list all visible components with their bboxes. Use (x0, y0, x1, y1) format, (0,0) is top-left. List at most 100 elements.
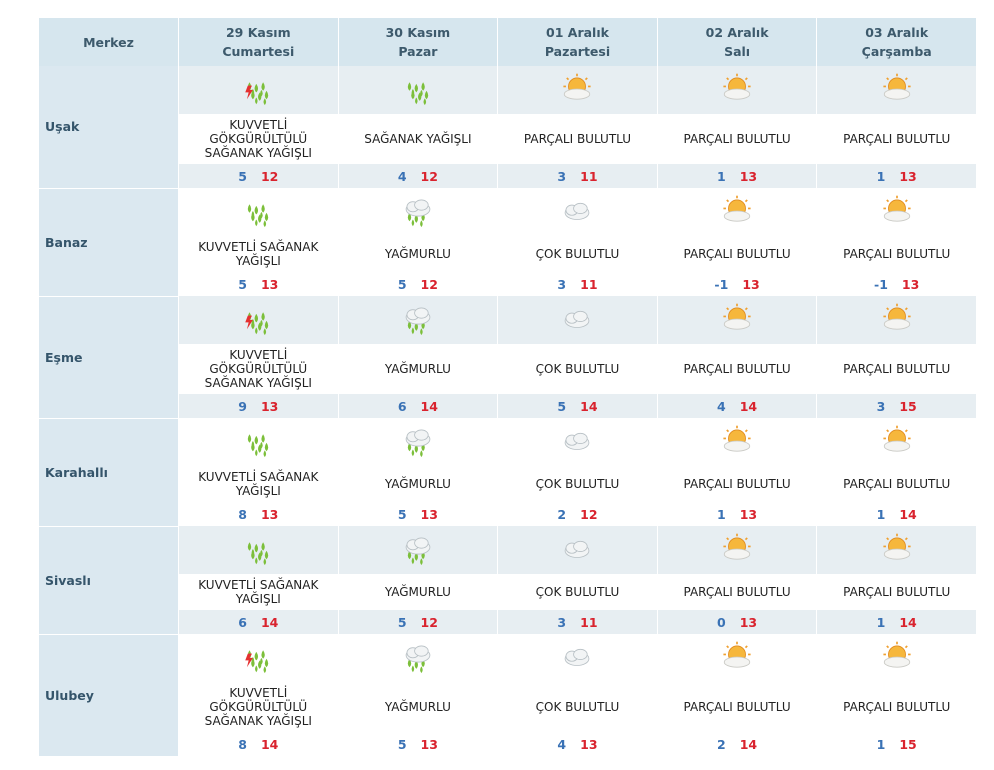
temp-cell: 1 15 (816, 732, 977, 756)
max-temp: 12 (580, 506, 598, 522)
icon-cell (337, 526, 499, 574)
icon-cell (178, 634, 339, 682)
max-temp: 14 (899, 614, 917, 630)
max-temp: 13 (260, 506, 279, 522)
temp-cell: 4 14 (656, 394, 818, 418)
min-temp: 1 (717, 506, 726, 522)
condition-cell: PARÇALI BULUTLU (497, 114, 658, 164)
condition: PARÇALI BULUTLU (843, 477, 951, 491)
condition: ÇOK BULUTLU (535, 585, 620, 599)
max-temp: 12 (260, 168, 279, 184)
weather-icon (723, 303, 751, 330)
temp-cell: 1 13 (816, 164, 977, 188)
weather-icon (560, 640, 594, 674)
day-weekday: Çarşamba (861, 44, 932, 59)
condition: SAĞANAK YAĞIŞLI (364, 132, 472, 146)
condition-row: KUVVETLİ GÖKGÜRÜLTÜLÜ SAĞANAK YAĞIŞLI YAĞ… (39, 344, 977, 394)
icon-cell (656, 634, 818, 682)
temp-cell: 5 13 (178, 272, 339, 296)
weather-icon (401, 302, 435, 336)
min-temp: -1 (714, 276, 729, 292)
temp-cell: 5 12 (178, 164, 339, 188)
max-temp: 14 (580, 398, 598, 414)
condition-row: KUVVETLİ GÖKGÜRÜLTÜLÜ SAĞANAK YAĞIŞLI YAĞ… (39, 682, 977, 732)
city-name: Banaz (38, 188, 179, 297)
icon-cell (497, 634, 658, 682)
min-temp: 5 (238, 168, 247, 184)
condition-cell: YAĞMURLU (337, 466, 499, 502)
temp-row: 9 13 6 14 5 14 4 14 3 15 (39, 394, 977, 418)
icon-cell (816, 296, 977, 344)
icon-cell (816, 66, 977, 114)
min-temp: 1 (876, 614, 886, 630)
icon-cell (178, 188, 339, 236)
day-weekday: Cumartesi (222, 44, 295, 59)
condition-cell: ÇOK BULUTLU (497, 344, 658, 394)
temp-cell: 5 12 (337, 610, 499, 634)
condition-row: KUVVETLİ SAĞANAK YAĞIŞLI YAĞMURLU ÇOK BULU… (39, 466, 977, 502)
condition-cell: YAĞMURLU (337, 574, 499, 610)
weather-icon (883, 425, 911, 452)
min-temp: 6 (238, 614, 247, 630)
min-temp: 9 (238, 398, 247, 414)
forecast-table: Merkez 29 Kasım Cumartesi 30 Kasım Pazar 01 … (38, 18, 977, 757)
header-row: Merkez 29 Kasım Cumartesi 30 Kasım Pazar 01 … (38, 18, 977, 66)
condition: YAĞMURLU (384, 247, 451, 261)
weather-icon (563, 73, 592, 100)
min-temp: 4 (557, 736, 567, 752)
condition: ÇOK BULUTLU (535, 247, 620, 261)
temp-cell: 9 13 (178, 394, 339, 418)
max-temp: 11 (580, 276, 598, 292)
city-name: Ulubey (38, 634, 179, 757)
condition-cell: PARÇALI BULUTLU (656, 682, 818, 732)
condition-cell: PARÇALI BULUTLU (656, 466, 818, 502)
temp-cell: 3 11 (497, 610, 658, 634)
day-date: 01 Aralık (546, 25, 609, 40)
min-temp: 4 (717, 398, 726, 414)
weather-icon (241, 424, 275, 458)
condition-cell: YAĞMURLU (337, 682, 499, 732)
icon-cell (178, 418, 339, 466)
weather-icon (245, 302, 275, 336)
weather-icon (723, 195, 751, 222)
condition: PARÇALI BULUTLU (523, 132, 632, 146)
icon-row: Eşme (38, 296, 977, 419)
max-temp: 13 (739, 168, 758, 184)
temp-cell: 5 13 (337, 502, 499, 526)
min-temp: 3 (557, 614, 567, 630)
temp-cell: 1 14 (816, 610, 977, 634)
temp-cell: 6 14 (337, 394, 499, 418)
condition: PARÇALI BULUTLU (683, 700, 791, 714)
icon-row: Banaz (38, 188, 977, 297)
day-weekday: Pazar (398, 44, 438, 59)
day-weekday: Salı (724, 44, 751, 59)
city-name: Karahallı (38, 418, 179, 527)
temp-cell: 1 13 (656, 164, 818, 188)
max-temp: 14 (899, 506, 917, 522)
condition: KUVVETLİ SAĞANAK YAĞIŞLI (198, 470, 319, 498)
icon-cell (497, 526, 658, 574)
city-name: Uşak (38, 66, 179, 189)
condition: PARÇALI BULUTLU (683, 585, 791, 599)
temp-cell: 4 12 (337, 164, 499, 188)
weather-icon (723, 533, 751, 560)
icon-row: Sivaslı (38, 526, 977, 635)
min-temp: 5 (397, 736, 407, 752)
condition-cell: YAĞMURLU (337, 236, 499, 272)
min-temp: 5 (397, 506, 407, 522)
temp-row: 5 13 5 12 3 11 -1 13 -1 13 (39, 272, 977, 296)
condition: KUVVETLİ GÖKGÜRÜLTÜLÜ SAĞANAK YAĞIŞLI (204, 348, 312, 390)
weather-icon (723, 641, 751, 668)
temp-row: 5 12 4 12 3 11 1 13 1 13 (39, 164, 977, 188)
max-temp: 14 (260, 736, 279, 752)
condition: PARÇALI BULUTLU (843, 585, 951, 599)
icon-cell (178, 296, 339, 344)
temp-cell: 8 14 (178, 732, 339, 756)
day-header: 01 Aralık Pazartesi (497, 18, 658, 66)
max-temp: 14 (260, 614, 279, 630)
condition: KUVVETLİ GÖKGÜRÜLTÜLÜ SAĞANAK YAĞIŞLI (204, 686, 312, 728)
condition-row: KUVVETLİ SAĞANAK YAĞIŞLI YAĞMURLU ÇOK BULU… (39, 574, 977, 610)
condition: ÇOK BULUTLU (535, 362, 620, 376)
condition-cell: PARÇALI BULUTLU (816, 114, 977, 164)
